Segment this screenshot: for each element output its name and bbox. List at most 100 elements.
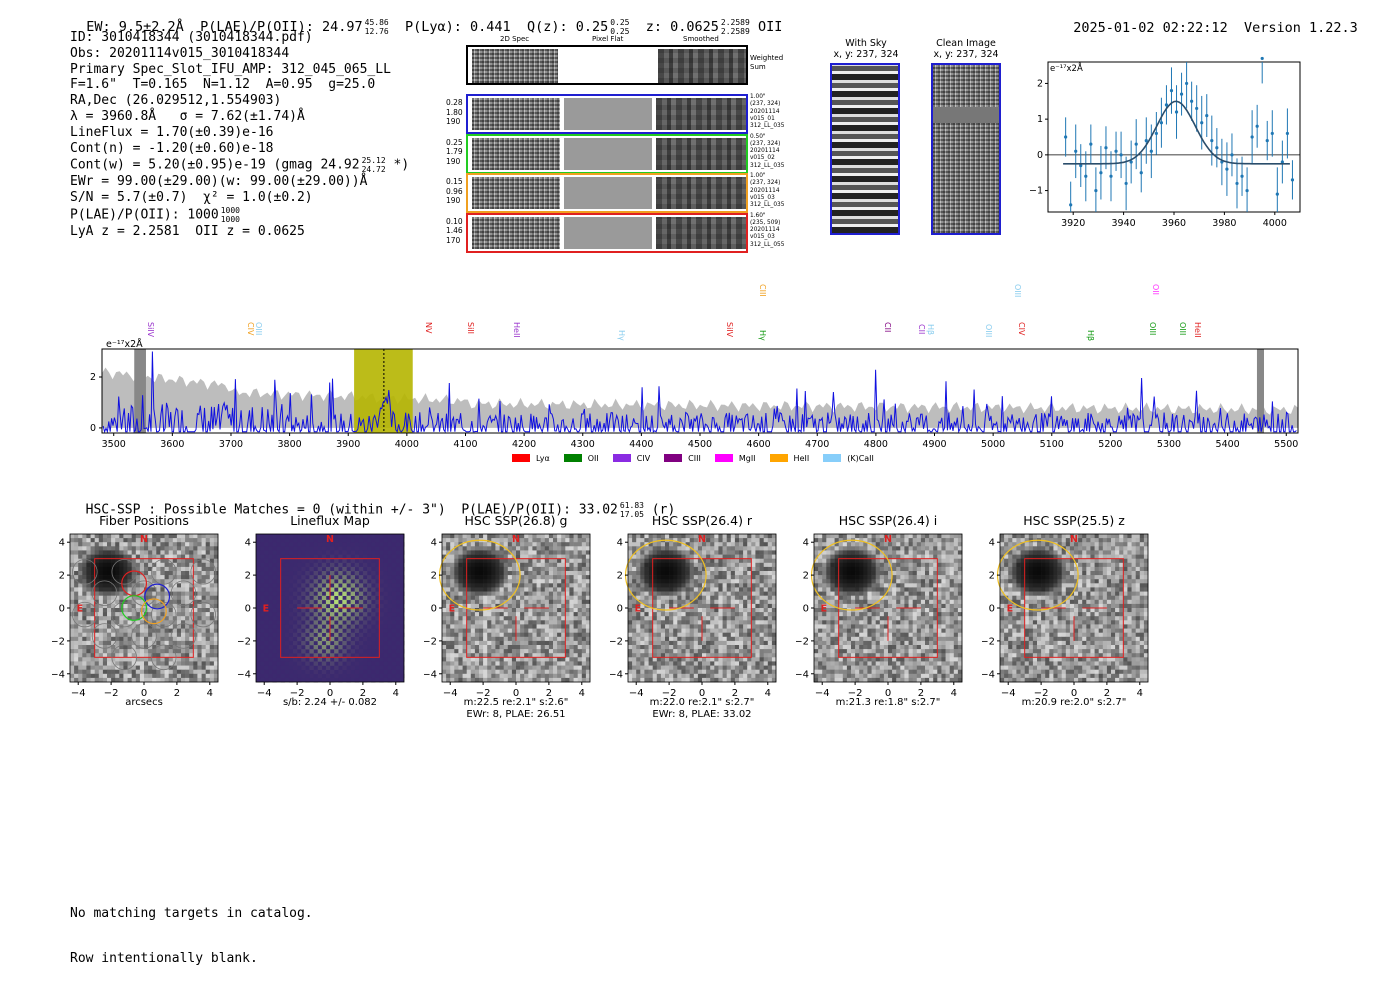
info-line: EWr = 99.00(±29.00)(w: 99.00(±29.00))Å <box>70 174 409 190</box>
fit-point <box>1175 110 1178 113</box>
north-label: N <box>512 534 520 545</box>
hsc-ytick-label: −2 <box>238 636 251 647</box>
fit-point <box>1195 107 1198 110</box>
fit-point <box>1074 150 1077 153</box>
z-value: z: 0.0625 <box>646 19 719 35</box>
east-label: E <box>263 603 270 614</box>
spectral-line-label: Hβ <box>926 324 935 335</box>
cutout-value: 190 <box>446 196 463 206</box>
fit-ytick-label: 2 <box>1037 78 1043 89</box>
cutout-meta-line: 1.00" <box>750 94 784 101</box>
fit-point <box>1271 132 1274 135</box>
hsc-ytick-label: 4 <box>803 538 809 549</box>
hsc-panel-caption: m:21.3 re:1.8" s:2.7" <box>808 697 968 708</box>
clean-image <box>931 63 1001 235</box>
spectral-line-label: NV <box>424 322 433 333</box>
cutout-meta-line: 312_LL_035 <box>750 163 784 170</box>
east-label: E <box>1007 603 1014 614</box>
hsc-panel-caption: m:20.9 re:2.0" s:2.7" <box>994 697 1154 708</box>
cutout-value: 170 <box>446 236 463 246</box>
hsc-panel-caption: m:22.5 re:2.1" s:2.6" <box>436 697 596 708</box>
cutout-value: 0.10 <box>446 217 463 227</box>
north-label: N <box>698 534 706 545</box>
fit-point <box>1240 175 1243 178</box>
fit-point <box>1200 121 1203 124</box>
spectrum-ytick-label: 0 <box>90 423 96 434</box>
cutout-meta-line: (237, 324) <box>750 141 784 148</box>
version: Version 1.22.3 <box>1244 20 1358 36</box>
cutout-meta-line: v015_01 <box>750 116 784 123</box>
lya-z-line: LyA z = 2.2581 OII z = 0.0625 <box>70 224 409 240</box>
cutout-meta-line: 0.50" <box>750 134 784 141</box>
spectrum-xtick-label: 4100 <box>453 439 477 450</box>
hsc-panel-caption: s/b: 2.24 +/- 0.082 <box>250 697 410 708</box>
footer-notes: No matching targets in catalog. Row inte… <box>70 876 313 981</box>
hsc-ytick-label: 0 <box>245 604 251 615</box>
hsc-pixel-grid <box>814 534 962 682</box>
info-line: F=1.6" T=0.165 N=1.12 A=0.95 g=25.0 <box>70 77 409 93</box>
cutout-meta-line: 1.60" <box>750 213 784 220</box>
fit-point <box>1185 82 1188 85</box>
hsc-pixel-grid <box>70 534 218 682</box>
legend-label: CIV <box>637 454 650 463</box>
fit-point <box>1190 100 1193 103</box>
spectrum-xtick-label: 4000 <box>395 439 419 450</box>
hsc-ytick-label: −4 <box>424 669 437 680</box>
spectrum-xtick-label: 5000 <box>981 439 1005 450</box>
spectral-line-label: CIII <box>758 284 767 297</box>
hsc-ytick-label: −4 <box>52 669 65 680</box>
cutout-meta-line: v015_03 <box>750 234 784 241</box>
hsc-plae-hi: 61.83 <box>620 501 644 510</box>
timestamp: 2025-01-02 02:22:12 <box>1073 20 1227 36</box>
weighted-sum-label: Weighted Sum <box>750 54 790 72</box>
col-smoothed: Smoothed <box>683 35 719 43</box>
hsc-ytick-label: 4 <box>617 538 623 549</box>
hsc-ytick-label: −2 <box>796 636 809 647</box>
north-label: N <box>326 534 334 545</box>
cutout-meta-line: 20201114 <box>750 227 784 234</box>
cutout-meta-line: v015_03 <box>750 195 784 202</box>
fit-point <box>1094 189 1097 192</box>
spectral-line-label: SiII <box>466 322 475 334</box>
plya-value: P(Lyα): 0.441 <box>405 19 511 35</box>
clean-image-mask <box>933 107 999 123</box>
legend-item: HeII <box>770 454 810 463</box>
north-label: N <box>1070 534 1078 545</box>
north-label: N <box>140 534 148 545</box>
legend-item: Lyα <box>512 454 550 463</box>
legend-item: (K)CaII <box>823 454 874 463</box>
spectrum-xtick-label: 5500 <box>1274 439 1298 450</box>
cutout-smooth <box>656 217 746 249</box>
hsc-pixel-grid <box>442 534 590 682</box>
cutout-meta-line: 312_LL_055 <box>750 242 784 249</box>
spectral-line-label: CIV <box>1017 322 1026 335</box>
legend-label: CIII <box>688 454 701 463</box>
hsc-panel-title: HSC SSP(26.8) g <box>436 513 596 528</box>
cutout-2d <box>472 177 560 209</box>
spectral-line-label: OIII <box>1013 284 1022 297</box>
cutout-flat <box>564 138 652 170</box>
cutout-value: 190 <box>446 157 463 167</box>
cutout-flat <box>564 177 652 209</box>
cutout-value: 0.28 <box>446 98 463 108</box>
cutout-meta-line: (235, 509) <box>750 220 784 227</box>
hsc-panel-title: HSC SSP(26.4) i <box>808 513 968 528</box>
cutout-meta-line: (237, 324) <box>750 180 784 187</box>
plae2-hi: 1000 <box>221 206 240 215</box>
fit-point <box>1125 182 1128 185</box>
fit-ytick-label: 1 <box>1037 114 1043 125</box>
spectrum-xtick-label: 3900 <box>336 439 360 450</box>
fit-point <box>1205 114 1208 117</box>
col-pixel-flat: Pixel Flat <box>592 35 623 43</box>
fit-point <box>1170 89 1173 92</box>
east-label: E <box>77 603 84 614</box>
info-line: λ = 3960.8Å σ = 7.62(±1.74)Å <box>70 109 409 125</box>
spectrum-xtick-label: 3800 <box>278 439 302 450</box>
